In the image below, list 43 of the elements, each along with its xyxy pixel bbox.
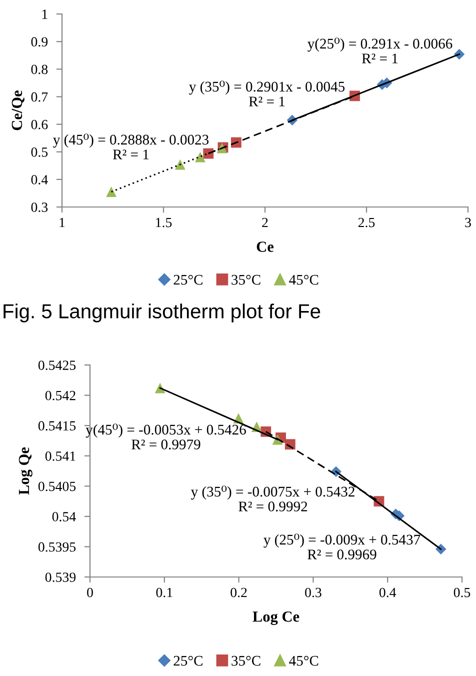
x-tick-label: 2.5: [358, 218, 375, 228]
x-tick-label: 0.1: [156, 588, 172, 598]
y-tick-label: 0.5405: [38, 482, 76, 492]
x-tick-label: 0: [87, 588, 93, 598]
x-tick-label: 0.2: [230, 588, 247, 598]
legend-label: 25°C: [174, 274, 202, 285]
annotation: y (35⁰) = -0.0075x + 0.5432 R² = 0.9992: [190, 486, 354, 512]
y-tick-label: 0.4: [31, 175, 48, 184]
y-axis-title: Ce/Qe: [12, 90, 24, 130]
y-tick-label: 0.5415: [38, 421, 76, 431]
x-tick-label: 3: [465, 218, 471, 228]
y-tick-label: 0.5425: [38, 360, 76, 370]
y-tick-label: 1: [42, 10, 48, 19]
x-tick-label: 0.3: [305, 588, 322, 598]
y-tick-label: 0.5: [31, 147, 48, 157]
caption: Fig. 5 Langmuir isotherm plot for Fe: [4, 304, 320, 322]
annotation: y(25⁰) = 0.291x - 0.0066 R² = 1: [308, 38, 452, 64]
y-tick-label: 0.6: [31, 120, 48, 130]
y-tick-label: 0.542: [45, 390, 76, 400]
legend-label: 45°C: [289, 274, 318, 285]
y-tick-label: 0.541: [45, 451, 76, 461]
annotation: y (45⁰) = 0.2888x - 0.0023 R² = 1: [53, 134, 209, 160]
y-tick-label: 0.8: [31, 64, 48, 74]
legend-label: 35°C: [232, 656, 260, 666]
y-tick-label: 0.3: [31, 202, 48, 212]
legend-label: 45°C: [289, 656, 318, 666]
y-tick-label: 0.7: [31, 92, 48, 102]
y-axis-title: Log Qe: [18, 447, 32, 495]
annotation: y(45⁰) = -0.0053x + 0.5426 R² = 0.9979: [86, 424, 246, 450]
y-tick-label: 0.539: [45, 572, 76, 582]
y-tick-label: 0.9: [31, 37, 48, 47]
x-tick-label: 1.5: [156, 218, 172, 228]
legend-label: 35°C: [232, 274, 260, 285]
x-axis-title: Ce: [256, 242, 274, 252]
x-axis-title: Log Ce: [252, 611, 300, 625]
x-tick-label: 0.4: [379, 588, 396, 598]
y-tick-label: 0.54: [52, 512, 76, 522]
x-tick-label: 0.5: [454, 588, 470, 598]
x-tick-label: 2: [262, 218, 268, 228]
legend-label: 25°C: [174, 656, 202, 666]
annotation: y (35⁰) = 0.2901x - 0.0045 R² = 1: [189, 80, 345, 106]
y-tick-label: 0.5395: [38, 542, 76, 552]
annotation: y (25⁰) = -0.009x + 0.5437 R² = 0.9969: [264, 534, 420, 560]
